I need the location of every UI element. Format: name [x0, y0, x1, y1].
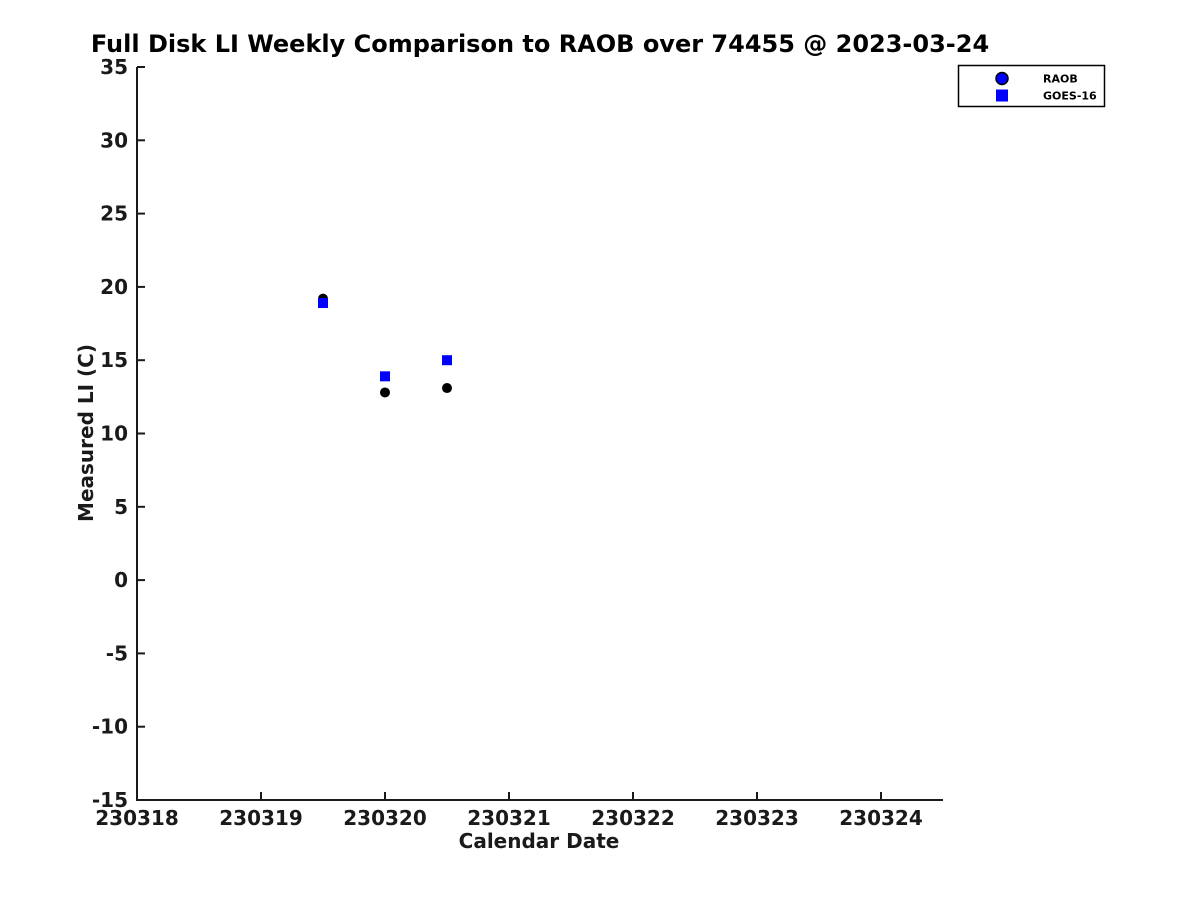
- y-tick-label: 25: [100, 202, 128, 226]
- legend-marker-raob: [995, 71, 1009, 86]
- legend-box: [957, 64, 1106, 108]
- x-tick-label: 230322: [591, 806, 675, 830]
- y-tick-label: 30: [100, 128, 128, 152]
- x-tick-label: 230318: [95, 806, 179, 830]
- x-tick-label: 230324: [839, 806, 923, 830]
- legend-marker-goes-16: [996, 89, 1008, 102]
- y-tick-label: 0: [114, 568, 128, 592]
- x-tick-label: 230319: [219, 806, 303, 830]
- y-axis-label: Measured LI (C): [74, 344, 98, 522]
- y-tick-label: -15: [92, 788, 128, 812]
- legend-label-raob: RAOB: [1043, 73, 1078, 86]
- x-tick-label: 230320: [343, 806, 427, 830]
- y-tick-label: 10: [100, 422, 128, 446]
- y-tick-label: -10: [92, 715, 128, 739]
- x-tick-label: 230321: [467, 806, 551, 830]
- y-tick-label: -5: [106, 641, 128, 665]
- data-point-goes-16: [318, 298, 328, 309]
- y-tick-label: 20: [100, 275, 128, 299]
- y-tick-label: 5: [114, 495, 128, 519]
- x-axis-label: Calendar Date: [458, 829, 620, 853]
- legend-label-goes-16: GOES-16: [1043, 90, 1097, 103]
- y-tick-label: 15: [100, 348, 128, 372]
- data-point-raob: [442, 383, 452, 394]
- chart-title: Full Disk LI Weekly Comparison to RAOB o…: [90, 30, 990, 58]
- axes-lines: [136, 67, 943, 801]
- data-point-goes-16: [442, 355, 452, 366]
- data-point-goes-16: [380, 371, 390, 382]
- x-tick-label: 230323: [715, 806, 799, 830]
- data-point-raob: [380, 387, 390, 398]
- y-tick-label: 35: [100, 55, 128, 79]
